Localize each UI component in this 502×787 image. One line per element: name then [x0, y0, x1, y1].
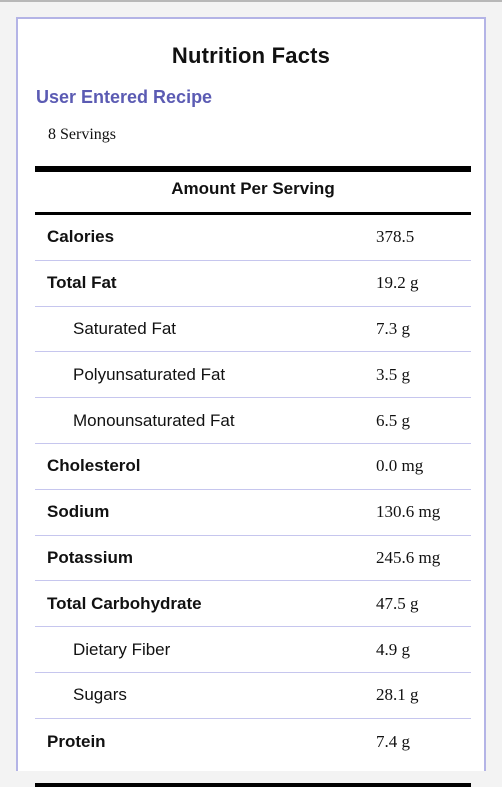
nutrient-name: Sugars — [73, 685, 127, 705]
thick-divider — [35, 166, 471, 172]
nutrient-value: 19.2 g — [376, 273, 419, 293]
header-divider — [35, 212, 471, 215]
nutrient-name: Protein — [47, 731, 106, 751]
nutrient-row-potassium: Potassium 245.6 mg — [35, 536, 471, 582]
servings-text: 8 Servings — [48, 126, 116, 143]
nutrient-name: Monounsaturated Fat — [73, 410, 235, 430]
nutrient-name: Sodium — [47, 502, 110, 522]
nutrient-name: Polyunsaturated Fat — [73, 364, 226, 384]
window-top-border — [0, 0, 502, 2]
nutrient-value: 7.4 g — [376, 731, 410, 751]
nutrient-row-total-fat: Total Fat 19.2 g — [35, 261, 471, 307]
nutrient-value: 130.6 mg — [376, 502, 441, 522]
nutrient-row-calories: Calories 378.5 — [35, 215, 471, 261]
nutrient-name: Total Carbohydrate — [47, 593, 202, 613]
nutrient-row-saturated-fat: Saturated Fat 7.3 g — [35, 307, 471, 353]
nutrition-facts-title: Nutrition Facts — [171, 43, 331, 68]
nutrient-value: 6.5 g — [376, 410, 410, 430]
nutrient-name: Dietary Fiber — [73, 639, 171, 659]
nutrient-row-dietary-fiber: Dietary Fiber 4.9 g — [35, 627, 471, 673]
nutrient-name: Saturated Fat — [73, 318, 177, 338]
nutrient-name: Cholesterol — [47, 456, 141, 476]
nutrient-value: 0.0 mg — [376, 456, 424, 476]
nutrient-row-monounsaturated-fat: Monounsaturated Fat 6.5 g — [35, 398, 471, 444]
nutrient-row-sugars: Sugars 28.1 g — [35, 673, 471, 719]
nutrient-row-protein: Protein 7.4 g — [35, 719, 471, 765]
nutrient-row-cholesterol: Cholesterol 0.0 mg — [35, 444, 471, 490]
nutrient-value: 7.3 g — [376, 318, 410, 338]
nutrition-facts-panel: Nutrition Facts User Entered Recipe 8 Se… — [16, 17, 486, 787]
nutrient-name: Calories — [47, 227, 115, 247]
nutrient-name: Potassium — [47, 547, 133, 567]
nutrient-row-total-carbohydrate: Total Carbohydrate 47.5 g — [35, 581, 471, 628]
recipe-name: User Entered Recipe — [36, 87, 213, 107]
nutrient-value: 28.1 g — [376, 685, 419, 705]
nutrient-value: 245.6 mg — [376, 547, 441, 567]
nutrient-table: Calories 378.5 Total Fat 19.2 g Saturate… — [35, 215, 471, 765]
nutrient-row-polyunsaturated-fat: Polyunsaturated Fat 3.5 g — [35, 352, 471, 399]
nutrient-value: 4.9 g — [376, 639, 410, 659]
amount-per-serving-header: Amount Per Serving — [171, 179, 335, 198]
nutrient-value: 47.5 g — [376, 593, 419, 613]
nutrient-row-sodium: Sodium 130.6 mg — [35, 490, 471, 536]
nutrient-name: Total Fat — [47, 273, 117, 293]
nutrient-value: 378.5 — [376, 227, 415, 247]
nutrient-value: 3.5 g — [376, 364, 410, 384]
bottom-divider — [35, 783, 471, 787]
